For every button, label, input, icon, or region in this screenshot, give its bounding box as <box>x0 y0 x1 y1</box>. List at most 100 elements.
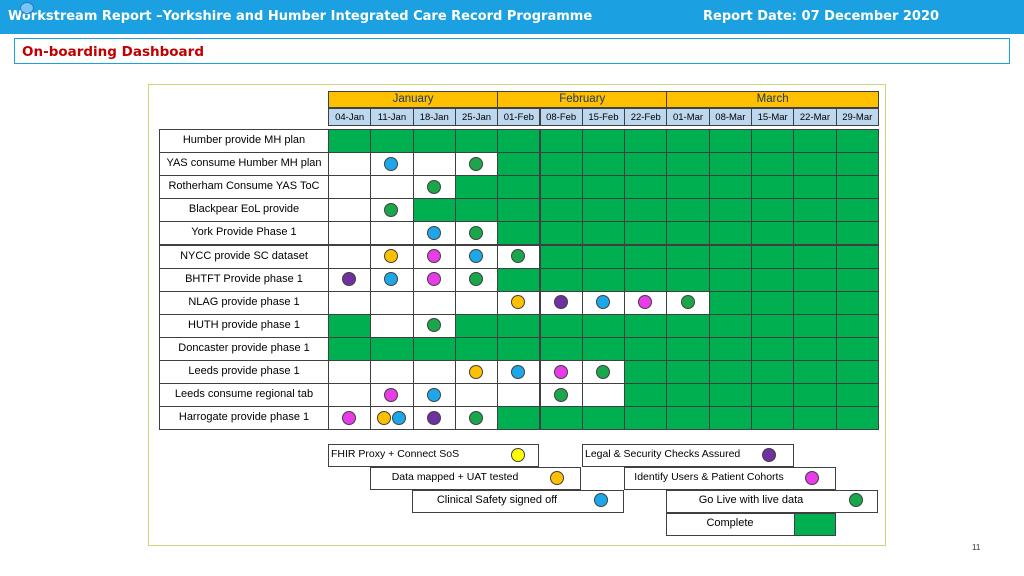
status-blue-dot <box>384 272 399 287</box>
complete-cell <box>793 152 837 177</box>
status-purple-dot <box>553 295 568 310</box>
legend-complete-swatch <box>794 513 836 536</box>
legend-purple-dot <box>762 448 776 462</box>
complete-cell <box>539 336 583 361</box>
complete-cell <box>624 129 668 154</box>
complete-cell <box>370 336 414 361</box>
complete-cell <box>581 152 626 177</box>
complete-cell <box>539 152 583 177</box>
status-blue-dot <box>595 295 610 310</box>
complete-cell <box>581 244 626 269</box>
status-magenta-dot <box>426 272 441 287</box>
workstream-label: Humber provide MH plan <box>159 129 329 154</box>
workstream-label: NLAG provide phase 1 <box>159 290 329 315</box>
complete-cell <box>666 129 710 154</box>
legend-label: Identify Users & Patient Cohorts <box>634 471 784 483</box>
legend-blue-dot <box>594 493 608 507</box>
complete-cell <box>497 175 541 200</box>
timeline-cell <box>370 360 414 385</box>
week-header: 29-Mar <box>835 108 879 126</box>
complete-cell <box>666 244 710 269</box>
timeline-cell <box>412 360 456 385</box>
timeline-cell <box>328 152 372 177</box>
complete-cell <box>666 406 710 431</box>
legend-yellow-dot <box>511 448 525 462</box>
complete-cell <box>793 221 837 246</box>
complete-cell <box>539 244 583 269</box>
status-green-dot <box>469 156 484 171</box>
timeline-cell <box>328 175 372 200</box>
complete-cell <box>793 383 837 408</box>
complete-cell <box>539 267 583 292</box>
legend-label: Clinical Safety signed off <box>436 494 558 506</box>
complete-cell <box>412 198 456 223</box>
workstream-label: NYCC provide SC dataset <box>159 244 329 269</box>
complete-cell <box>793 244 837 269</box>
status-green-dot <box>469 410 484 425</box>
workstream-label: Doncaster provide phase 1 <box>159 336 329 361</box>
timeline-cell <box>497 383 541 408</box>
legend-magenta-dot <box>805 471 819 485</box>
complete-cell <box>666 267 710 292</box>
complete-cell <box>539 175 583 200</box>
complete-cell <box>835 336 879 361</box>
dashboard-title-bar: On-boarding Dashboard <box>14 38 1010 64</box>
complete-cell <box>666 336 710 361</box>
week-header: 08-Mar <box>708 108 752 126</box>
timeline-cell <box>370 175 414 200</box>
complete-cell <box>751 313 795 338</box>
complete-cell <box>793 290 837 315</box>
status-blue-dot <box>511 364 526 379</box>
page-number: 11 <box>972 543 981 552</box>
complete-cell <box>497 336 541 361</box>
complete-cell <box>835 129 879 154</box>
timeline-cell <box>454 383 499 408</box>
complete-cell <box>708 198 752 223</box>
complete-cell <box>497 152 541 177</box>
complete-cell <box>539 129 583 154</box>
legend-item <box>412 490 624 513</box>
complete-cell <box>497 221 541 246</box>
complete-cell <box>751 360 795 385</box>
complete-cell <box>666 175 710 200</box>
complete-cell <box>624 336 668 361</box>
workstream-label: Leeds provide phase 1 <box>159 360 329 385</box>
complete-cell <box>793 198 837 223</box>
complete-cell <box>624 383 668 408</box>
workstream-label: YAS consume Humber MH plan <box>159 152 329 177</box>
complete-cell <box>666 152 710 177</box>
timeline-cell <box>328 198 372 223</box>
legend-item <box>666 490 878 513</box>
complete-cell <box>793 129 837 154</box>
complete-cell <box>624 198 668 223</box>
complete-cell <box>666 313 710 338</box>
timeline-cell <box>370 221 414 246</box>
week-header: 15-Mar <box>751 108 795 126</box>
timeline-cell <box>328 383 372 408</box>
complete-cell <box>835 406 879 431</box>
timeline-cell <box>328 244 372 269</box>
week-header: 08-Feb <box>539 108 583 126</box>
complete-cell <box>793 267 837 292</box>
status-orange-dot <box>377 410 392 425</box>
report-date: Report Date: 07 December 2020 <box>703 9 940 24</box>
timeline-cell <box>370 313 414 338</box>
legend-orange-dot <box>550 471 564 485</box>
complete-cell <box>708 406 752 431</box>
complete-cell <box>581 198 626 223</box>
week-header: 01-Mar <box>666 108 710 126</box>
timeline-cell <box>328 221 372 246</box>
workstream-label: Harrogate provide phase 1 <box>159 406 329 431</box>
legend-item <box>624 467 836 490</box>
status-magenta-dot <box>553 364 568 379</box>
complete-cell <box>708 267 752 292</box>
legend-label: Data mapped + UAT tested <box>391 471 519 483</box>
workstream-label: Blackpear EoL provide <box>159 198 329 223</box>
complete-cell <box>835 221 879 246</box>
legend-label: Legal & Security Checks Assured <box>585 448 741 460</box>
status-purple-dot <box>342 272 357 287</box>
dashboard-title: On-boarding Dashboard <box>22 44 204 60</box>
complete-cell <box>751 336 795 361</box>
legend-green-dot <box>849 493 863 507</box>
complete-cell <box>708 383 752 408</box>
